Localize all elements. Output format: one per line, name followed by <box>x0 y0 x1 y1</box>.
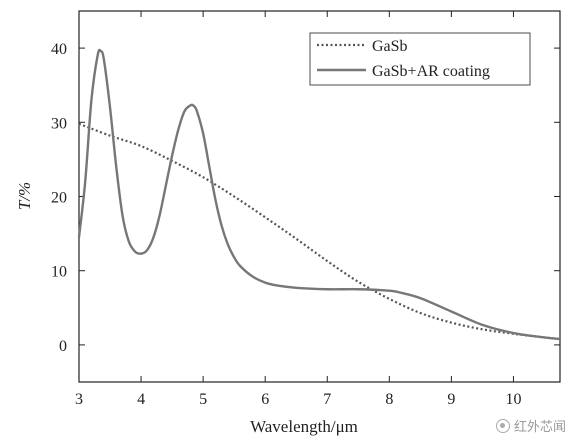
x-tick-label: 4 <box>137 391 145 408</box>
series-layer <box>77 48 561 341</box>
y-tick-label: 40 <box>51 41 67 58</box>
x-tick-label: 7 <box>323 391 331 408</box>
x-tick-label: 8 <box>385 391 393 408</box>
y-tick-label: 20 <box>51 190 67 207</box>
legend-label-gasb: GaSb <box>372 38 408 55</box>
y-tick-label: 10 <box>51 264 67 281</box>
y-tick-label: 30 <box>51 115 67 132</box>
x-tick-label: 3 <box>75 391 83 408</box>
x-tick-label: 5 <box>199 391 207 408</box>
x-tick-label: 10 <box>505 391 521 408</box>
y-tick-label: 0 <box>59 338 67 355</box>
wechat-channel-icon <box>495 418 510 433</box>
x-tick-label: 6 <box>261 391 269 408</box>
watermark: 红外芯闻 <box>495 416 566 435</box>
watermark-text: 红外芯闻 <box>513 420 566 435</box>
axis-ticks: 3 4 5 6 7 8 9 10 0 10 20 30 40 <box>51 11 560 408</box>
legend-box <box>309 32 531 86</box>
series-line-gasb <box>78 122 561 341</box>
y-axis-label: T/% <box>15 182 34 210</box>
x-tick-label: 9 <box>447 391 455 408</box>
legend: GaSb GaSb+AR coating <box>309 32 531 86</box>
x-axis-label: Wavelength/μm <box>250 417 358 436</box>
legend-label-gasb-ar: GaSb+AR coating <box>372 63 490 80</box>
series-line-gasb-ar-coating <box>77 48 561 341</box>
